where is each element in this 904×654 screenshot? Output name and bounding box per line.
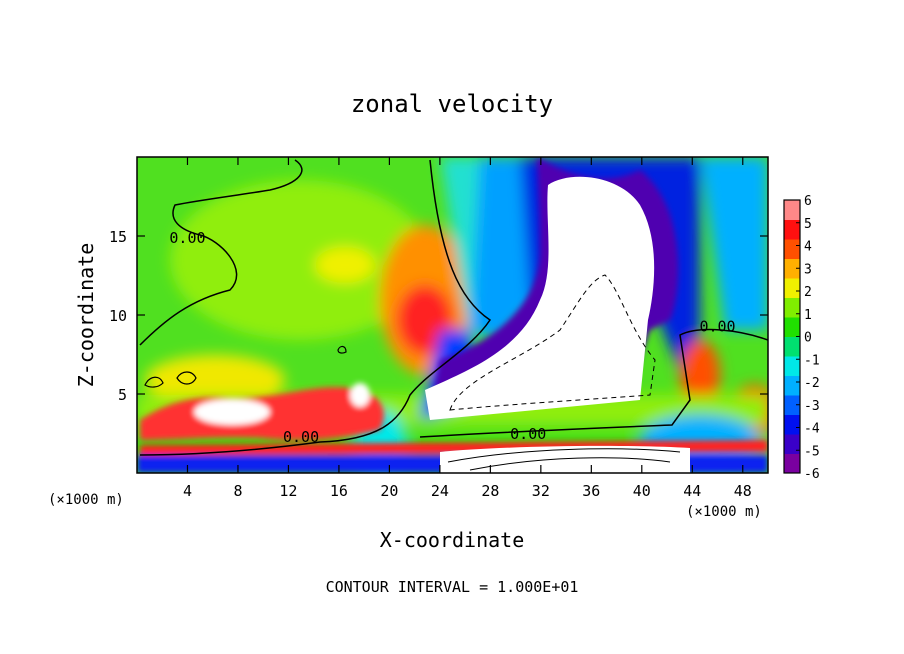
x-tick-label: 16 [330,482,348,500]
heatmap-field [137,157,768,473]
x-tick-label: 28 [481,482,499,500]
colorbar-swatch [784,200,800,220]
y-tick-label: 15 [109,228,127,246]
colorbar-swatch [784,336,800,357]
x-tick-label: 4 [183,482,192,500]
colorbar-tick-label: -2 [804,376,820,391]
colorbar-tick-label: -3 [804,399,820,414]
colorbar-swatch [784,297,800,318]
x-tick-label: 48 [734,482,752,500]
x-tick-label: 8 [233,482,242,500]
colorbar-tick-label: 1 [804,308,812,323]
colorbar-tick-label: 2 [804,285,812,300]
colorbar-swatch [784,219,800,240]
colorbar-tick-label: -5 [804,444,820,459]
contour-label-group: 0.00 0.00 0.00 0.00 [169,229,735,446]
colorbar: 6 5 4 3 2 1 0 -1 -2 -3 -4 -5 -6 [783,194,820,482]
colorbar-tick-label: 6 [804,194,812,209]
x-tick-label: 12 [279,482,297,500]
y-axis-label: Z-coordinate [74,243,98,388]
colorbar-tick-label: 4 [804,240,812,255]
x-axis-label: X-coordinate [380,528,525,552]
colorbar-swatch [784,356,800,376]
x-tick-label: 20 [380,482,398,500]
colorbar-swatch [784,434,800,454]
y-axis: 5 10 15 [109,228,768,404]
contour-interval-note: CONTOUR INTERVAL = 1.000E+01 [326,578,579,596]
colorbar-tick-label: 3 [804,262,812,277]
y-tick-label: 5 [118,386,127,404]
contour-label: 0.00 [169,229,205,247]
chart-title: zonal velocity [351,90,553,118]
contour-label: 0.00 [283,428,319,446]
x-tick-label: 24 [431,482,449,500]
contour-label: 0.00 [699,318,735,336]
x-tick-label: 36 [582,482,600,500]
colorbar-swatch [784,375,800,396]
colorbar-tick-label: -4 [804,422,820,437]
x-unit-right: (×1000 m) [686,504,762,520]
colorbar-tick-label: -1 [804,353,820,368]
y-tick-label: 10 [109,307,127,325]
x-tick-label: 32 [532,482,550,500]
colorbar-swatch [784,317,800,337]
colorbar-swatch [784,414,800,435]
x-unit-left: (×1000 m) [48,492,124,508]
colorbar-swatch [784,395,800,415]
colorbar-swatch [784,258,800,279]
contour-label: 0.00 [510,425,546,443]
x-tick-label: 44 [683,482,701,500]
colorbar-swatch [784,453,800,474]
x-tick-label: 40 [633,482,651,500]
colorbar-tick-label: -6 [804,467,820,482]
colorbar-tick-label: 5 [804,217,812,232]
colorbar-swatch [784,278,800,298]
colorbar-tick-label: 0 [804,331,812,346]
colorbar-swatch [784,239,800,259]
x-axis: 4 8 12 16 20 24 28 32 36 40 44 48 [183,157,752,500]
